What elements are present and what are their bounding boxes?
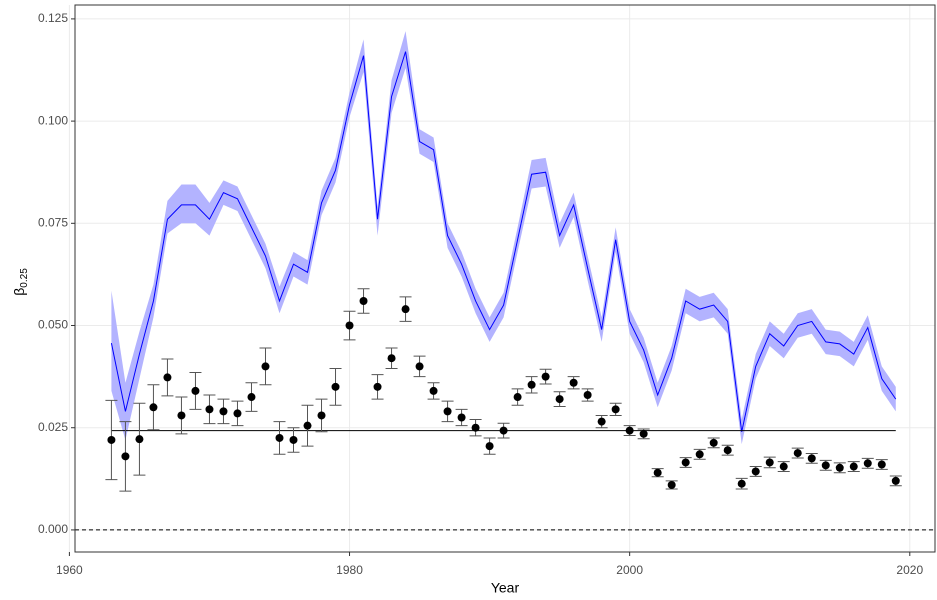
point <box>247 393 256 402</box>
point <box>135 435 144 444</box>
x-tick-label: 1980 <box>336 563 363 577</box>
point <box>681 458 690 467</box>
point <box>387 354 396 363</box>
y-tick-label: 0.125 <box>38 11 68 25</box>
point <box>401 305 410 314</box>
point <box>345 321 354 330</box>
point <box>415 362 424 371</box>
point <box>863 459 872 468</box>
y-axis-subscript: 0.25 <box>19 268 30 288</box>
point <box>709 438 718 447</box>
point <box>695 450 704 459</box>
point <box>317 411 326 420</box>
point <box>219 407 228 416</box>
point <box>485 442 494 451</box>
x-tick-label: 1960 <box>56 563 83 577</box>
point <box>513 393 522 402</box>
point <box>527 380 536 389</box>
point <box>639 429 648 438</box>
point <box>121 452 130 461</box>
point <box>149 403 158 412</box>
point <box>177 411 186 420</box>
y-tick-label: 0.025 <box>38 420 68 434</box>
point <box>443 407 452 416</box>
point <box>835 463 844 472</box>
point <box>429 386 438 395</box>
point <box>891 476 900 485</box>
point <box>471 423 480 432</box>
x-axis-title: Year <box>491 580 520 596</box>
point <box>359 296 368 305</box>
y-axis-symbol: β <box>11 288 27 296</box>
trend-line <box>110 51 897 432</box>
point <box>303 421 312 430</box>
point <box>107 435 116 444</box>
point <box>849 462 858 471</box>
panel-border <box>74 4 936 553</box>
point <box>289 435 298 444</box>
y-tick-label: 0.075 <box>38 215 68 229</box>
point <box>541 372 550 381</box>
plot-panel <box>75 5 935 552</box>
point <box>205 405 214 414</box>
point <box>611 405 620 414</box>
y-tick-label: 0.050 <box>38 318 68 332</box>
x-tick-label: 2020 <box>896 563 923 577</box>
point <box>779 462 788 471</box>
point <box>569 378 578 387</box>
point <box>821 461 830 470</box>
point <box>723 446 732 455</box>
point <box>653 468 662 477</box>
point <box>751 467 760 476</box>
point <box>737 479 746 488</box>
x-tick-label: 2000 <box>616 563 643 577</box>
point <box>807 454 816 463</box>
point <box>233 409 242 418</box>
point <box>583 391 592 400</box>
point <box>597 417 606 426</box>
point <box>877 460 886 469</box>
point <box>261 362 270 371</box>
point <box>457 413 466 422</box>
point <box>163 373 172 382</box>
y-tick-label: 0.100 <box>38 113 68 127</box>
point <box>555 395 564 404</box>
point <box>373 382 382 391</box>
point <box>191 386 200 395</box>
point <box>275 433 284 442</box>
point <box>667 480 676 489</box>
point <box>331 382 340 391</box>
point <box>793 449 802 458</box>
point <box>765 458 774 467</box>
point <box>625 426 634 435</box>
y-tick-label: 0.000 <box>38 522 68 536</box>
point <box>499 426 508 435</box>
y-axis-title: β0.25 <box>11 268 30 296</box>
